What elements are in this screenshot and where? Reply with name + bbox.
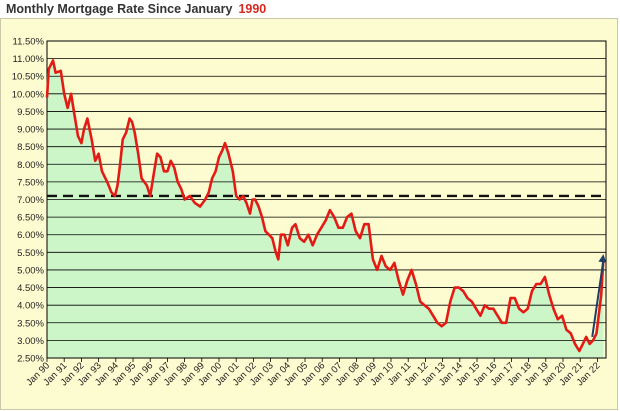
y-tick-label: 6.00% bbox=[17, 230, 44, 241]
y-tick-label: 6.50% bbox=[17, 213, 44, 224]
y-tick-label: 11.50% bbox=[12, 37, 44, 48]
y-tick-label: 5.50% bbox=[17, 248, 44, 259]
mortgage-rate-chart: 2.50% 3.00% 3.50% 4.00% 4.50% 5.00% 5.50% 6.00%… bbox=[12, 37, 607, 388]
y-tick-label: 5.00% bbox=[17, 265, 44, 276]
y-tick-label: 10.50% bbox=[12, 72, 45, 83]
y-tick-label: 7.00% bbox=[17, 195, 44, 206]
plot-area-border bbox=[46, 40, 607, 359]
y-tick-label: 3.50% bbox=[17, 318, 44, 329]
y-tick-label: 11.00% bbox=[12, 54, 44, 65]
y-tick-label: 10.00% bbox=[12, 89, 45, 100]
chart-frame: 2.50% 3.00% 3.50% 4.00% 4.50% 5.00% 5.50% 6.00%… bbox=[0, 18, 618, 410]
chart-title-text: Monthly Mortgage Rate Since January bbox=[6, 2, 233, 16]
arrow-head bbox=[598, 254, 607, 263]
chart-title-year: 1990 bbox=[238, 2, 267, 16]
arrow-shaft bbox=[591, 259, 605, 338]
y-tick-label: 4.00% bbox=[17, 301, 44, 312]
y-tick-label: 8.00% bbox=[17, 160, 44, 171]
y-tick-label: 9.50% bbox=[17, 107, 44, 118]
y-tick-label: 3.00% bbox=[17, 336, 44, 347]
area-fill bbox=[47, 60, 604, 359]
y-tick-label: 8.50% bbox=[17, 142, 44, 153]
y-tick-label: 2.50% bbox=[17, 354, 44, 365]
chart-title: Monthly Mortgage Rate Since January 1990 bbox=[6, 2, 266, 16]
rate-line bbox=[45, 59, 605, 353]
y-tick-label: 9.00% bbox=[17, 125, 44, 136]
y-tick-label: 7.50% bbox=[17, 177, 44, 188]
y-tick-label: 4.50% bbox=[17, 283, 44, 294]
